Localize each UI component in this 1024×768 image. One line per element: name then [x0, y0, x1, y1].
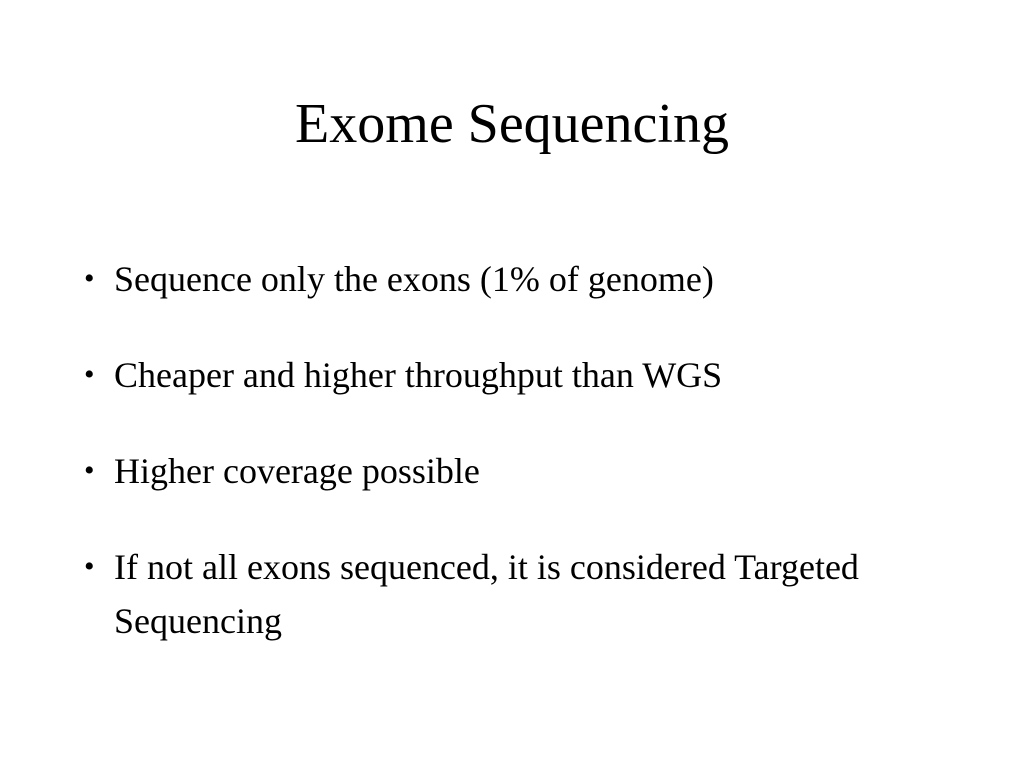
bullet-text: If not all exons sequenced, it is consid… — [114, 547, 859, 641]
bullet-list: • Sequence only the exons (1% of genome)… — [84, 252, 964, 690]
bullet-item: • If not all exons sequenced, it is cons… — [84, 540, 964, 648]
bullet-icon: • — [84, 358, 95, 391]
slide-title: Exome Sequencing — [295, 93, 729, 155]
bullet-text: Cheaper and higher throughput than WGS — [114, 355, 723, 395]
bullet-icon: • — [84, 454, 95, 487]
bullet-icon: • — [84, 262, 95, 295]
bullet-item: • Higher coverage possible — [84, 444, 964, 498]
bullet-icon: • — [84, 550, 95, 583]
bullet-text: Higher coverage possible — [114, 451, 480, 491]
bullet-text: Sequence only the exons (1% of genome) — [114, 259, 714, 299]
bullet-item: • Sequence only the exons (1% of genome) — [84, 252, 964, 306]
bullet-item: • Cheaper and higher throughput than WGS — [84, 348, 964, 402]
